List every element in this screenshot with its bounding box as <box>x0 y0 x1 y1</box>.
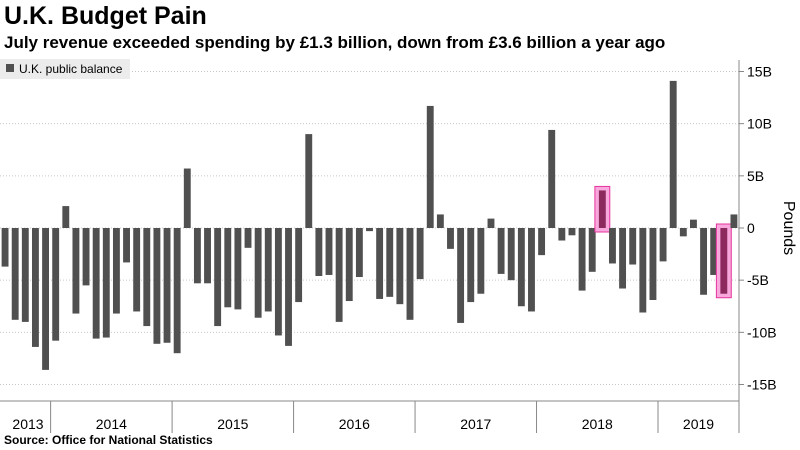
bar-57 <box>578 228 586 291</box>
bar-31 <box>315 228 323 276</box>
bar-0 <box>1 228 9 267</box>
bar-42 <box>426 105 434 228</box>
bar-56 <box>568 228 576 236</box>
bar-32 <box>325 228 333 275</box>
bar-45 <box>457 228 465 323</box>
year-label-2: 2015 <box>217 416 248 432</box>
bar-14 <box>143 228 151 327</box>
y-tick-label-2: 5B <box>747 168 764 184</box>
bar-19 <box>193 228 201 284</box>
bar-55 <box>558 228 566 241</box>
bar-11 <box>112 228 120 314</box>
y-tick-label-5: -10B <box>747 324 777 340</box>
bar-26 <box>264 228 272 312</box>
bar-41 <box>416 228 424 280</box>
bar-7 <box>72 228 80 314</box>
year-label-6: 2019 <box>683 416 714 432</box>
bars <box>1 80 738 370</box>
y-tick-label-3: 0 <box>747 220 755 236</box>
bar-24 <box>244 228 252 248</box>
legend-background <box>0 59 130 79</box>
bar-23 <box>234 228 242 310</box>
bar-17 <box>173 228 181 354</box>
bar-21 <box>214 228 222 327</box>
bar-3 <box>31 228 39 347</box>
bar-4 <box>42 228 49 370</box>
legend-label: U.K. public balance <box>19 62 123 76</box>
legend-swatch <box>6 64 14 72</box>
bar-12 <box>123 228 130 263</box>
bar-13 <box>133 228 141 312</box>
bar-16 <box>163 228 171 343</box>
y-axis-label: Pounds <box>780 201 797 255</box>
bar-18 <box>183 168 191 228</box>
bar-37 <box>376 228 384 299</box>
bar-72 <box>730 214 738 228</box>
bar-65 <box>659 228 667 262</box>
chart-title: U.K. Budget Pain <box>4 2 207 30</box>
bar-9 <box>92 228 100 339</box>
bar-48 <box>487 218 495 228</box>
bar-43 <box>436 214 444 228</box>
bar-52 <box>528 228 535 312</box>
bar-25 <box>254 228 262 318</box>
bar-29 <box>295 228 303 303</box>
bar-64 <box>649 228 657 300</box>
bar-54 <box>548 129 556 228</box>
bar-49 <box>497 228 505 274</box>
bar-28 <box>285 228 292 346</box>
bar-10 <box>102 228 110 338</box>
bar-1 <box>11 228 19 320</box>
bar-8 <box>82 228 90 286</box>
bar-2 <box>21 228 29 322</box>
bar-46 <box>467 228 475 303</box>
y-tick-label-0: 15B <box>747 64 772 80</box>
bar-20 <box>204 228 211 284</box>
bar-44 <box>447 228 454 249</box>
bar-51 <box>517 228 525 307</box>
bar-62 <box>629 228 637 265</box>
source-note: Source: Office for National Statistics <box>4 433 213 447</box>
bar-6 <box>62 206 70 228</box>
year-label-4: 2017 <box>460 416 491 432</box>
bar-67 <box>679 228 687 237</box>
bar-61 <box>619 228 627 289</box>
bar-60 <box>609 228 616 264</box>
bar-59 <box>598 190 606 228</box>
y-tick-label-1: 10B <box>747 116 772 132</box>
bar-38 <box>386 228 394 297</box>
bar-70 <box>710 228 718 275</box>
legend: U.K. public balance <box>0 59 130 79</box>
bar-5 <box>52 228 60 341</box>
bar-50 <box>507 228 515 281</box>
y-tick-label-4: -5B <box>747 272 769 288</box>
bar-40 <box>406 228 414 320</box>
bar-47 <box>477 228 485 294</box>
y-tick-label-6: -15B <box>747 377 777 393</box>
bar-53 <box>538 228 546 256</box>
year-label-3: 2016 <box>339 416 370 432</box>
bar-69 <box>700 228 708 295</box>
bar-39 <box>396 228 404 305</box>
year-label-1: 2014 <box>96 416 127 432</box>
bar-71 <box>720 228 728 294</box>
bar-22 <box>224 228 232 308</box>
y-axis: 15B 10B 5B 0 -5B -10B -15B <box>738 60 777 433</box>
bar-58 <box>588 228 596 272</box>
bar-63 <box>639 228 647 313</box>
chart-subtitle: July revenue exceeded spending by £1.3 b… <box>4 33 666 52</box>
bar-66 <box>669 80 677 228</box>
bar-34 <box>345 228 353 302</box>
bar-15 <box>153 228 161 344</box>
bar-68 <box>690 219 697 228</box>
bar-27 <box>274 228 282 336</box>
bar-30 <box>305 134 313 228</box>
x-axis: 2013 2014 2015 2016 2017 2018 2019 <box>0 400 739 433</box>
bar-36 <box>366 228 373 232</box>
year-label-5: 2018 <box>582 416 613 432</box>
bar-33 <box>335 228 343 322</box>
year-label-0: 2013 <box>12 416 43 432</box>
bar-35 <box>355 228 363 278</box>
